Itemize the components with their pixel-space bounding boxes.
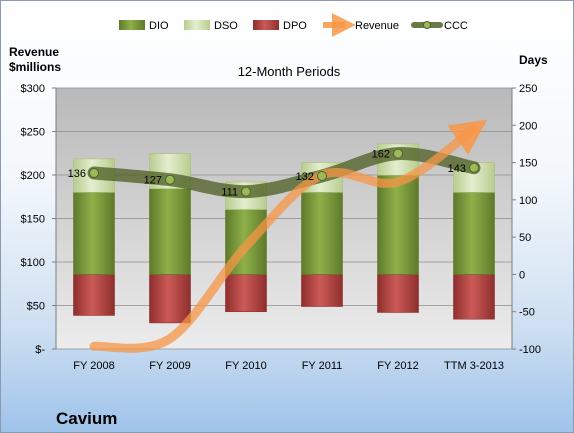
right-tick-label: 100: [519, 195, 537, 207]
ccc-line: [87, 147, 481, 199]
ccc-point: [241, 186, 251, 197]
left-tick-label: $150: [21, 214, 45, 226]
bar-dpo: [225, 274, 267, 313]
revenue-line: [89, 119, 488, 353]
x-category-label: FY 2008: [73, 360, 114, 372]
bar-dio: [149, 188, 191, 275]
left-tick-label: $250: [21, 127, 45, 139]
ccc-point: [469, 162, 479, 173]
lines: 136 127 111 132 162 143: [68, 119, 488, 353]
x-category-label: TTM 3-2013: [444, 360, 504, 372]
ccc-data-label: 132: [296, 171, 314, 183]
ccc-point: [393, 148, 403, 159]
left-tick-label: $200: [21, 170, 45, 182]
right-tick-label: -100: [519, 344, 541, 356]
right-tick-label: 250: [519, 83, 537, 95]
ccc-point: [317, 170, 327, 181]
legend-label: DIO: [149, 20, 169, 32]
left-axis-title-line2: $millions: [9, 60, 61, 74]
legend-swatch-ccc-dot: [423, 21, 431, 29]
category-labels: FY 2008 FY 2009 FY 2010 FY 2011 FY 2012 TTM 3…: [73, 360, 504, 372]
ccc-data-label: 136: [68, 168, 86, 180]
ccc-data-label: 111: [221, 187, 238, 199]
ccc-data-label: 127: [144, 175, 162, 187]
bar-dio: [73, 192, 115, 275]
left-tick-label: $100: [21, 257, 45, 269]
bar-dpo: [377, 274, 419, 313]
legend-swatch-dpo: [253, 20, 279, 30]
right-axis-ticks: -100 -50 0 50 100 150 200 250: [512, 83, 541, 356]
right-axis-title: Days: [519, 53, 548, 67]
left-tick-label: $300: [21, 83, 45, 95]
x-category-label: FY 2012: [377, 360, 418, 372]
right-tick-label: 0: [519, 269, 525, 281]
x-category-label: FY 2009: [149, 360, 190, 372]
bar-dio: [301, 192, 343, 275]
ccc-point: [165, 174, 175, 185]
right-tick-label: -50: [519, 307, 535, 319]
x-category-label: FY 2011: [302, 360, 343, 372]
x-category-label: FY 2010: [225, 360, 266, 372]
bar-dpo: [301, 274, 343, 307]
legend-label: CCC: [444, 20, 468, 32]
bar-dpo: [73, 274, 115, 316]
ccc-data-label: 162: [372, 149, 390, 161]
left-tick-label: $50: [27, 301, 45, 313]
ccc-point: [89, 168, 99, 179]
right-tick-label: 150: [519, 158, 537, 170]
left-tick-label: $-: [35, 344, 45, 356]
legend: DIO DSO DPO Revenue CCC: [119, 13, 468, 37]
bar-dio: [453, 192, 495, 275]
bar-dpo: [453, 274, 495, 320]
left-axis-title-line1: Revenue: [9, 45, 59, 59]
company-name: Cavium: [56, 409, 117, 428]
left-axis-ticks: $- $50 $100 $150 $200 $250 $300: [21, 83, 56, 356]
bar-dio: [377, 174, 419, 275]
legend-label: Revenue: [355, 20, 399, 32]
bar-dpo: [149, 274, 191, 324]
legend-label: DPO: [283, 20, 307, 32]
ccc-data-label: 143: [448, 163, 466, 175]
chart-title: 12-Month Periods: [238, 64, 341, 79]
right-tick-label: 200: [519, 120, 537, 132]
legend-label: DSO: [214, 20, 238, 32]
legend-swatch-dio: [119, 20, 145, 30]
right-tick-label: 50: [519, 232, 531, 244]
legend-swatch-dso: [184, 20, 210, 30]
